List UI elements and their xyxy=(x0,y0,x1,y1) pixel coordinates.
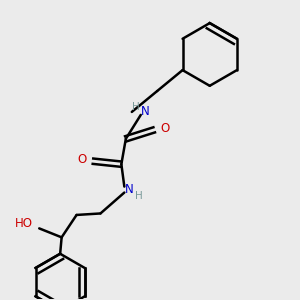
Text: O: O xyxy=(77,153,86,166)
Text: N: N xyxy=(124,183,133,196)
Text: N: N xyxy=(141,105,150,119)
Text: HO: HO xyxy=(15,218,33,230)
Text: H: H xyxy=(132,102,140,112)
Text: H: H xyxy=(135,190,143,200)
Text: O: O xyxy=(160,122,169,135)
